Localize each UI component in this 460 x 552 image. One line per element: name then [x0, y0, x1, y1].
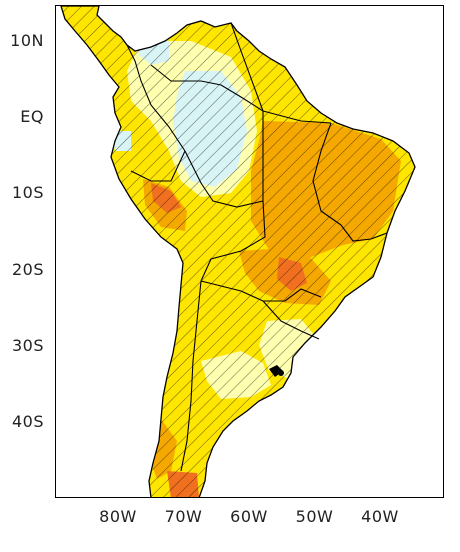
country-border-1 — [184, 150, 264, 208]
lon-label-60w: 60W — [230, 507, 268, 526]
lat-label-eq: EQ — [20, 107, 44, 127]
south-america-map — [60, 6, 416, 497]
country-border-8 — [340, 224, 388, 242]
estuary-marker — [269, 365, 283, 377]
lat-label-40s: 40S — [11, 412, 44, 431]
country-border-5 — [180, 280, 202, 472]
country-border-6 — [130, 150, 186, 182]
lon-label-70w: 70W — [164, 507, 203, 526]
country-border-11 — [150, 64, 201, 82]
land-group — [60, 6, 416, 497]
lat-label-10n: 10N — [10, 31, 44, 50]
lat-label-10s: 10S — [11, 183, 44, 203]
lon-label-40w: 40W — [361, 507, 399, 526]
country-border-4 — [200, 280, 322, 302]
lat-label-20s: 20S — [11, 259, 44, 279]
coastline — [60, 6, 416, 497]
country-border-2 — [200, 80, 264, 201]
country-border-12 — [230, 22, 264, 112]
country-border-0 — [126, 44, 186, 152]
country-border-3 — [200, 200, 266, 282]
lon-label-80w: 80W — [99, 507, 137, 526]
lat-label-30s: 30S — [11, 335, 44, 355]
country-border-9 — [262, 110, 332, 124]
lon-label-50w: 50W — [295, 507, 334, 526]
country-border-10 — [262, 300, 320, 340]
country-border-7 — [312, 122, 342, 226]
map-frame — [55, 5, 444, 498]
